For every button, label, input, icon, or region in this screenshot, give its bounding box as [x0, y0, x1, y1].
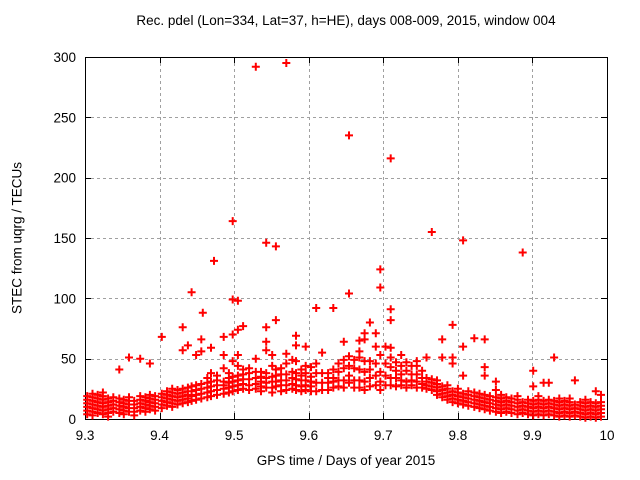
svg-text:200: 200	[53, 171, 76, 186]
svg-text:9.7: 9.7	[374, 428, 393, 443]
svg-text:9.8: 9.8	[448, 428, 467, 443]
chart-title: Rec. pdel (Lon=334, Lat=37, h=HE), days …	[136, 13, 556, 28]
svg-text:9.9: 9.9	[523, 428, 542, 443]
svg-text:0: 0	[68, 412, 76, 427]
svg-text:100: 100	[53, 291, 76, 306]
y-tick-labels: 0 50 100 150 200 250 300	[53, 50, 76, 427]
svg-text:300: 300	[53, 50, 76, 65]
svg-text:150: 150	[53, 231, 76, 246]
svg-text:50: 50	[61, 352, 76, 367]
svg-text:9.4: 9.4	[150, 428, 169, 443]
x-axis-label: GPS time / Days of year 2015	[256, 453, 436, 468]
svg-text:9.5: 9.5	[225, 428, 244, 443]
grid-lines	[85, 57, 607, 419]
svg-text:10: 10	[599, 428, 614, 443]
scatter-markers	[83, 59, 605, 422]
svg-text:250: 250	[53, 110, 76, 125]
y-axis-label: STEC from uqrg / TECUs	[9, 161, 25, 315]
svg-text:9.6: 9.6	[299, 428, 318, 443]
svg-text:9.3: 9.3	[76, 428, 95, 443]
x-tick-labels: 9.3 9.4 9.5 9.6 9.7 9.8 9.9 10	[76, 428, 615, 443]
